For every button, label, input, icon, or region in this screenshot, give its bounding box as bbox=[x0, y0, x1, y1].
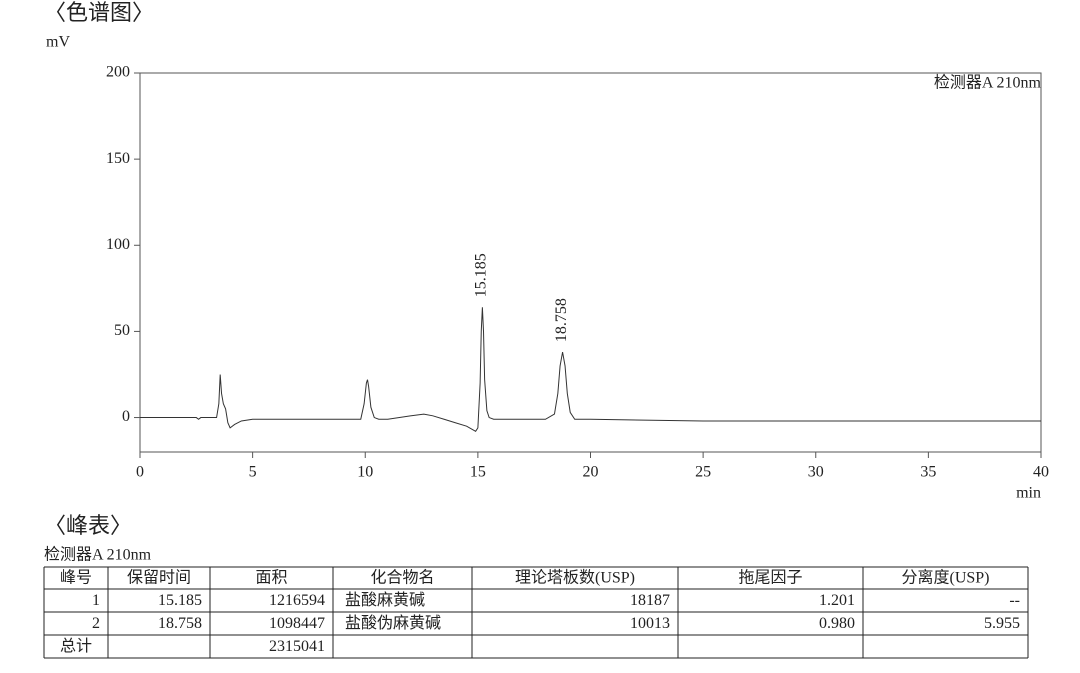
table-header: 峰号 bbox=[60, 569, 92, 587]
table-cell: 1.201 bbox=[819, 592, 855, 609]
section-title: 〈峰表〉 bbox=[44, 513, 132, 538]
table-cell: 总计 bbox=[60, 637, 92, 655]
peak-label: 18.758 bbox=[553, 298, 570, 342]
table-header: 拖尾因子 bbox=[738, 569, 802, 587]
y-tick-label: 200 bbox=[106, 64, 130, 81]
detector-label: 检测器A 210nm bbox=[934, 74, 1042, 92]
table-cell: 盐酸麻黄碱 bbox=[345, 591, 425, 609]
table-cell: -- bbox=[1009, 592, 1020, 609]
table-cell: 2315041 bbox=[269, 638, 325, 655]
y-tick-label: 0 bbox=[122, 408, 130, 425]
x-tick-label: 10 bbox=[357, 464, 373, 481]
peak-label: 15.185 bbox=[473, 253, 490, 297]
x-tick-label: 40 bbox=[1033, 464, 1049, 481]
x-tick-label: 25 bbox=[695, 464, 711, 481]
table-cell: 1216594 bbox=[269, 592, 325, 609]
plot-frame bbox=[139, 72, 1042, 453]
table-cell: 0.980 bbox=[819, 615, 855, 632]
table-cell: 1 bbox=[92, 592, 100, 609]
table-cell: 15.185 bbox=[158, 592, 202, 609]
table-cell: 18.758 bbox=[158, 615, 202, 632]
x-tick-label: 30 bbox=[808, 464, 824, 481]
y-tick-label: 150 bbox=[106, 150, 130, 167]
table-cell: 5.955 bbox=[984, 615, 1020, 632]
x-tick-label: 5 bbox=[249, 464, 257, 481]
table-cell: 10013 bbox=[630, 615, 670, 632]
x-tick-label: 35 bbox=[920, 464, 936, 481]
trace bbox=[140, 307, 1041, 432]
x-tick-label: 0 bbox=[136, 464, 144, 481]
section-title: 〈色谱图〉 bbox=[44, 0, 154, 25]
x-tick-label: 15 bbox=[470, 464, 486, 481]
table-cell: 2 bbox=[92, 615, 100, 632]
table-cell: 1098447 bbox=[269, 615, 325, 632]
y-tick-label: 50 bbox=[114, 322, 130, 339]
table-header: 保留时间 bbox=[127, 569, 191, 587]
x-tick-label: 20 bbox=[583, 464, 599, 481]
table-caption: 检测器A 210nm bbox=[44, 546, 152, 564]
x-axis-label: min bbox=[1016, 485, 1041, 502]
table-header: 面积 bbox=[255, 569, 287, 587]
table-cell: 18187 bbox=[630, 592, 670, 609]
y-axis-label: mV bbox=[46, 34, 70, 51]
table-header: 分离度(USP) bbox=[901, 569, 989, 587]
table-header: 理论塔板数(USP) bbox=[515, 569, 635, 587]
table-header: 化合物名 bbox=[370, 569, 434, 587]
y-tick-label: 100 bbox=[106, 236, 130, 253]
table-cell: 盐酸伪麻黄碱 bbox=[345, 614, 441, 632]
